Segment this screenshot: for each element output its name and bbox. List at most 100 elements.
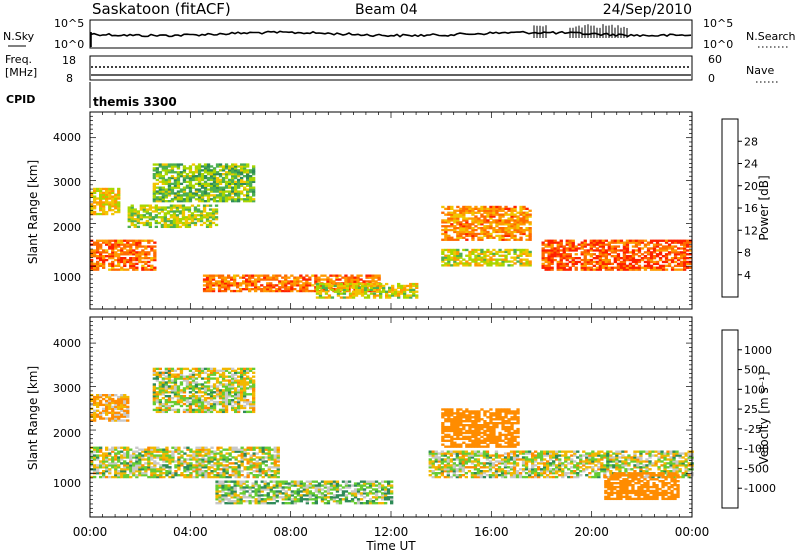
heatmap-cell bbox=[136, 218, 140, 221]
heatmap-cell bbox=[240, 385, 244, 388]
heatmap-cell bbox=[246, 184, 250, 187]
heatmap-cell bbox=[604, 243, 608, 246]
heatmap-cell bbox=[634, 266, 639, 269]
heatmap-cell bbox=[192, 475, 196, 479]
heatmap-cell bbox=[159, 464, 163, 467]
heatmap-cell bbox=[559, 249, 563, 252]
heatmap-cell bbox=[153, 470, 157, 473]
heatmap-cell bbox=[254, 484, 258, 487]
heatmap-cell bbox=[335, 500, 340, 503]
heatmap-cell bbox=[204, 446, 208, 449]
heatmap-cell bbox=[571, 257, 575, 260]
heatmap-cell bbox=[117, 191, 121, 195]
heatmap-cell bbox=[683, 258, 687, 262]
heatmap-cell bbox=[222, 470, 226, 473]
heatmap-cell bbox=[571, 245, 575, 248]
heatmap-cell bbox=[350, 500, 355, 503]
heatmap-cell bbox=[252, 176, 256, 180]
heatmap-cell bbox=[221, 484, 225, 487]
heatmap-cell bbox=[249, 385, 253, 388]
heatmap-cell bbox=[459, 252, 463, 256]
heatmap-cell bbox=[172, 223, 177, 227]
heatmap-cell bbox=[183, 462, 187, 465]
heatmap-cell bbox=[96, 394, 100, 397]
heatmap-cell bbox=[206, 369, 211, 372]
heatmap-cell bbox=[224, 488, 228, 491]
heatmap-cell bbox=[275, 289, 279, 293]
heatmap-cell bbox=[158, 186, 162, 189]
heatmap-cell bbox=[148, 206, 152, 209]
heatmap-cell bbox=[356, 278, 360, 281]
heatmap-cell bbox=[686, 257, 690, 260]
heatmap-cell bbox=[326, 488, 331, 491]
heatmap-cell bbox=[234, 470, 238, 473]
heatmap-cell bbox=[171, 472, 175, 475]
heatmap-cell bbox=[117, 268, 121, 271]
heatmap-cell bbox=[447, 211, 451, 214]
heatmap-cell bbox=[375, 290, 380, 293]
heatmap-cell bbox=[228, 190, 232, 193]
heatmap-cell bbox=[483, 230, 487, 234]
heatmap-cell bbox=[504, 207, 508, 211]
heatmap-cell bbox=[123, 251, 127, 254]
heatmap-cell bbox=[249, 184, 253, 187]
heatmap-cell bbox=[278, 289, 282, 293]
heatmap-cell bbox=[504, 227, 508, 230]
heatmap-cell bbox=[293, 288, 297, 291]
heatmap-cell bbox=[598, 268, 602, 271]
heatmap-cell bbox=[129, 468, 133, 471]
heatmap-cell bbox=[173, 383, 178, 386]
heatmap-cell bbox=[188, 200, 193, 203]
heatmap-cell bbox=[102, 251, 106, 254]
heatmap-cell bbox=[170, 408, 175, 412]
heatmap-cell bbox=[111, 187, 115, 191]
heatmap-cell bbox=[254, 288, 258, 291]
heatmap-cell bbox=[245, 288, 249, 291]
heatmap-cell bbox=[237, 171, 241, 174]
heatmap-cell bbox=[372, 282, 377, 286]
heatmap-cell bbox=[133, 214, 137, 217]
heatmap-cell bbox=[477, 209, 481, 212]
heatmap-cell bbox=[156, 450, 160, 453]
heatmap-cell bbox=[240, 371, 244, 374]
heatmap-cell bbox=[255, 456, 259, 459]
heatmap-cell bbox=[456, 215, 460, 218]
heatmap-cell bbox=[480, 238, 484, 241]
heatmap-cell bbox=[216, 448, 220, 451]
heatmap-cell bbox=[342, 284, 347, 288]
heatmap-cell bbox=[152, 383, 156, 386]
heatmap-cell bbox=[191, 196, 196, 199]
heatmap-cell bbox=[156, 454, 160, 457]
heatmap-cell bbox=[589, 239, 593, 242]
heatmap-cell bbox=[120, 407, 124, 411]
heatmap-cell bbox=[96, 458, 100, 461]
heatmap-cell bbox=[167, 404, 172, 408]
heatmap-cell bbox=[120, 247, 124, 250]
heatmap-cell bbox=[284, 498, 288, 501]
heatmap-cell bbox=[204, 464, 208, 467]
heatmap-cell bbox=[240, 460, 244, 463]
heatmap-cell bbox=[123, 468, 127, 471]
heatmap-cell bbox=[218, 395, 223, 398]
heatmap-cell bbox=[114, 247, 118, 250]
heatmap-cell bbox=[643, 243, 648, 246]
heatmap-cell bbox=[258, 456, 262, 459]
heatmap-cell bbox=[489, 260, 493, 263]
heatmap-cell bbox=[209, 399, 214, 402]
heatmap-cell bbox=[117, 249, 121, 252]
heatmap-cell bbox=[350, 484, 355, 487]
heatmap-cell bbox=[379, 294, 383, 297]
heatmap-cell bbox=[447, 207, 451, 211]
heatmap-cell bbox=[631, 241, 636, 244]
heatmap-cell bbox=[173, 180, 178, 184]
heatmap-cell bbox=[246, 472, 250, 475]
heatmap-cell bbox=[111, 409, 115, 412]
heatmap-cell bbox=[200, 387, 205, 390]
heatmap-cell bbox=[123, 454, 127, 457]
heatmap-cell bbox=[276, 468, 280, 471]
heatmap-cell bbox=[486, 209, 490, 212]
heatmap-cell bbox=[141, 454, 145, 457]
heatmap-cell bbox=[314, 280, 318, 283]
heatmap-cell bbox=[145, 219, 149, 223]
heatmap-cell bbox=[465, 234, 469, 238]
